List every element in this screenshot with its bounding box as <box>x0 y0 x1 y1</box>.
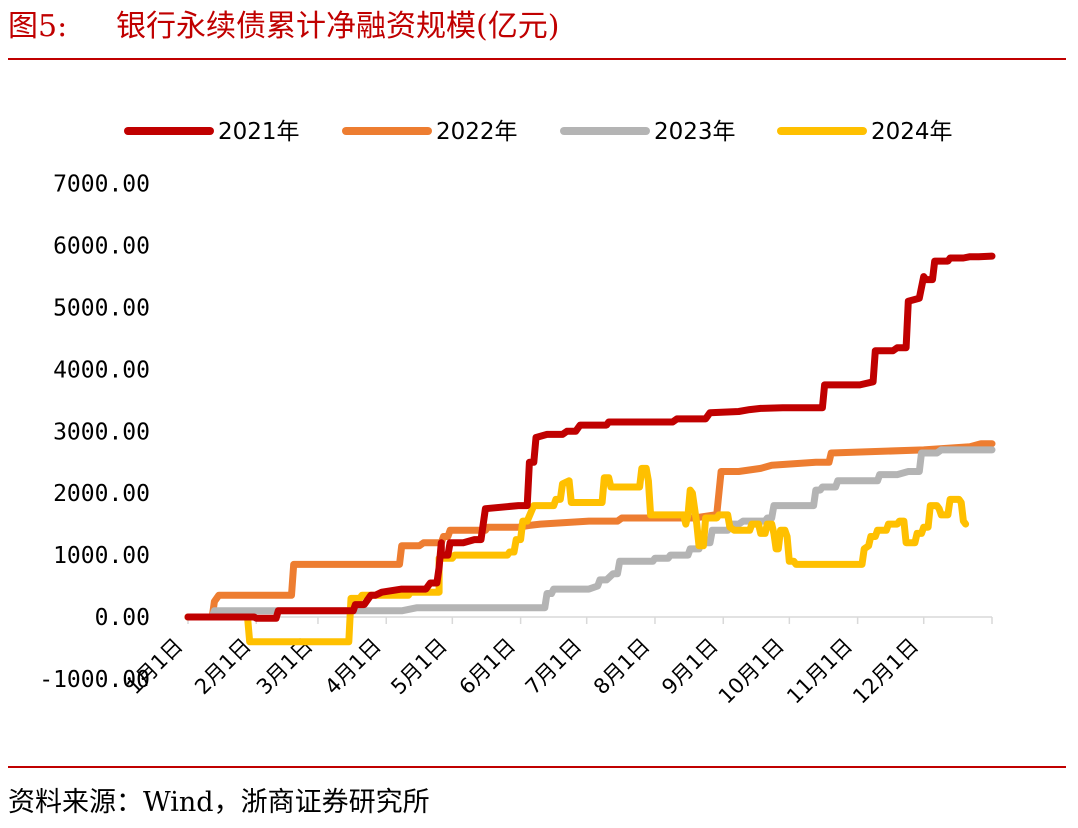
x-tick-label: 2月1日 <box>190 634 256 700</box>
legend-label: 2022年 <box>436 119 518 145</box>
series-line-4 <box>184 464 970 646</box>
y-tick-label: 3000.00 <box>53 419 150 445</box>
figure-number: 图5: <box>8 9 68 44</box>
x-tick-label: 9月1日 <box>657 634 723 700</box>
y-tick-label: 7000.00 <box>53 172 150 198</box>
x-tick-label: 7月1日 <box>521 634 587 700</box>
y-tick-label: 1000.00 <box>53 543 150 569</box>
source-rule <box>8 766 1066 768</box>
x-tick-label: 11月1日 <box>782 634 857 709</box>
y-axis-ticks: -1000.00 0.00 1000.00 2000.00 3000.00 4000.00… <box>39 172 150 693</box>
x-tick-label: 8月1日 <box>589 634 655 700</box>
chart-legend: 2021年 2022年 2023年 2024年 <box>124 119 953 145</box>
figure-title-text: 银行永续债累计净融资规模(亿元) <box>116 9 560 44</box>
x-tick-label: 12月1日 <box>848 634 923 709</box>
source-note: 资料来源：Wind，浙商证券研究所 <box>8 787 430 818</box>
y-tick-label: 0.00 <box>95 605 150 631</box>
x-tick-label: 6月1日 <box>455 634 521 700</box>
legend-label: 2021年 <box>218 119 300 145</box>
legend-label: 2024年 <box>871 119 953 145</box>
y-tick-label: 5000.00 <box>53 296 150 322</box>
series-line-1 <box>184 252 996 622</box>
chart-series <box>184 252 996 646</box>
y-tick-label: 4000.00 <box>53 357 150 383</box>
title-rule <box>8 58 1066 60</box>
y-tick-label: 2000.00 <box>53 481 150 507</box>
x-tick-label: 10月1日 <box>714 634 789 709</box>
x-tick-label: 5月1日 <box>386 634 452 700</box>
y-tick-label: -1000.00 <box>39 667 150 693</box>
y-tick-label: 6000.00 <box>53 234 150 260</box>
series-line-3 <box>184 446 996 621</box>
legend-label: 2023年 <box>654 119 736 145</box>
figure-title: 图5: 银行永续债累计净融资规模(亿元) <box>8 0 559 54</box>
